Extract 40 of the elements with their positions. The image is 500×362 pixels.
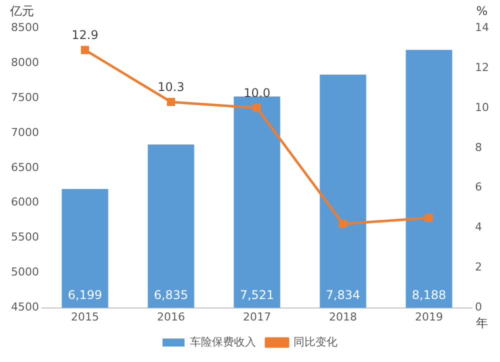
y-tick-label: 8500: [10, 20, 39, 34]
y2-tick-label: 8: [475, 140, 482, 154]
x-tick-label: 2019: [415, 310, 443, 324]
y2-tick-label: 0: [475, 300, 482, 314]
y2-tick-label: 12: [475, 60, 490, 74]
y-tick-label: 5500: [10, 230, 39, 244]
point: [166, 98, 176, 106]
data-label: 6,835: [154, 288, 188, 302]
data-label: 7,521: [240, 288, 274, 302]
data-label: 8,188: [412, 288, 446, 302]
y-tick-label: 7000: [10, 126, 39, 139]
x-tick-label: 2017: [243, 310, 271, 324]
y-tick-label: 6500: [10, 160, 39, 174]
y-tick-label: 6000: [10, 196, 39, 209]
y2-tick-label: 10: [475, 100, 490, 114]
x-tick-label: 2018: [329, 310, 357, 324]
point: [80, 46, 90, 54]
y-axis-title: 亿元: [9, 4, 34, 18]
data-label: 6,199: [68, 288, 102, 302]
data-label: 7,834: [326, 288, 360, 302]
y2-axis-title: %: [476, 4, 488, 18]
y2-tick-label: 4: [475, 220, 482, 234]
legend-label: 车险保费收入: [190, 335, 256, 348]
point: [252, 104, 262, 112]
data-label: 10.0: [244, 86, 270, 100]
y-tick-label: 8000: [10, 56, 39, 69]
data-label: 12.9: [72, 28, 98, 42]
point: [424, 214, 434, 222]
y-tick-label: 4500: [10, 300, 39, 314]
point: [338, 220, 348, 228]
data-label: 10.3: [158, 80, 184, 94]
y2-tick-label: 2: [475, 260, 482, 274]
y-tick-label: 7500: [10, 90, 39, 104]
x-axis-title: 年: [476, 316, 488, 330]
x-tick-label: 2015: [70, 310, 99, 324]
legend-label: 同比变化: [294, 335, 338, 348]
x-tick-label: 2016: [156, 310, 185, 324]
y2-tick-label: 6: [475, 180, 482, 194]
y-tick-label: 5000: [10, 266, 39, 279]
y2-tick-label: 14: [475, 20, 490, 34]
